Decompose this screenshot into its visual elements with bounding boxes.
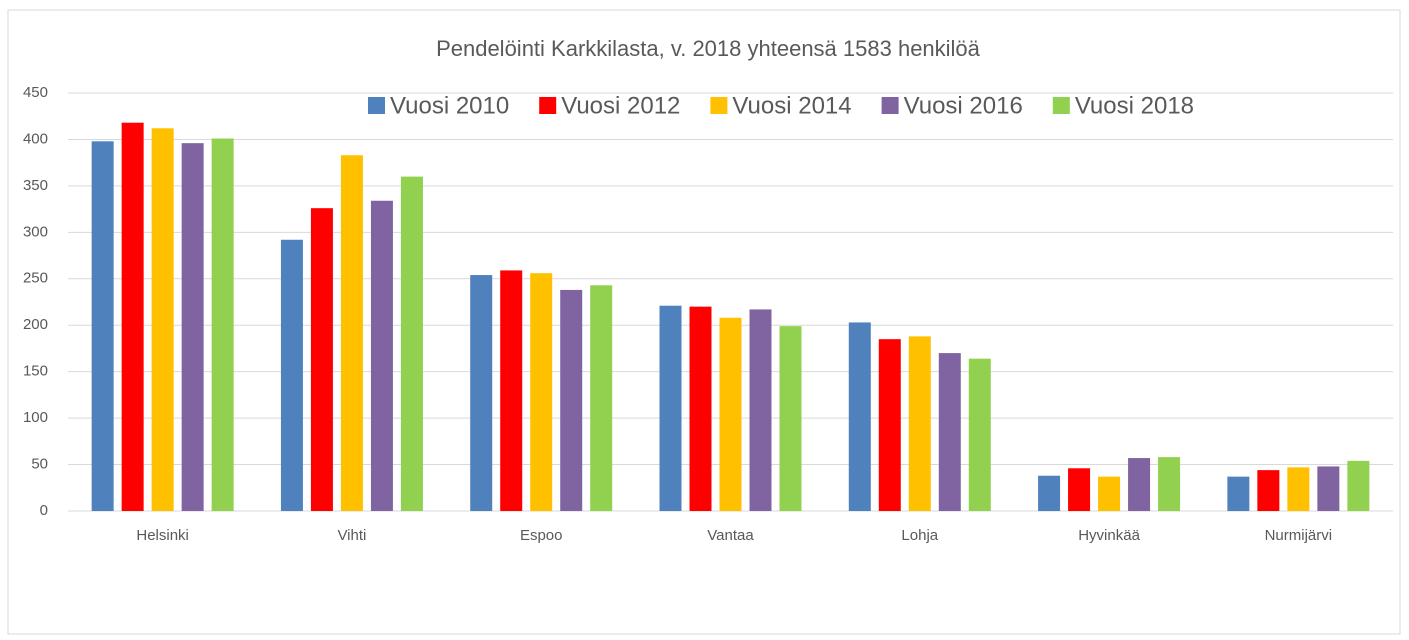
bar (719, 317, 742, 511)
bar (590, 285, 613, 511)
bar (340, 155, 363, 512)
legend-swatch (539, 97, 557, 114)
bar (1227, 476, 1250, 511)
bar (1038, 475, 1061, 511)
legend-label: Vuosi 2018 (1075, 92, 1194, 119)
bar (689, 306, 712, 511)
bar (211, 138, 234, 511)
bar (1287, 467, 1310, 511)
x-tick-label: Hyvinkää (1078, 527, 1140, 544)
bar (370, 200, 393, 512)
bar (1257, 470, 1280, 511)
legend-swatch (1052, 97, 1070, 114)
y-tick-label: 150 (23, 363, 48, 380)
bar (749, 309, 772, 511)
legend-swatch (368, 97, 385, 114)
legend-swatch (710, 97, 728, 114)
bar (908, 336, 931, 511)
bar (1158, 457, 1181, 511)
bar (530, 273, 553, 511)
legend-label: Vuosi 2012 (561, 92, 680, 119)
y-tick-label: 250 (23, 270, 48, 287)
bar (938, 353, 961, 511)
x-tick-label: Vihti (337, 527, 366, 544)
y-tick-label: 300 (23, 223, 48, 240)
bar (848, 322, 871, 511)
x-tick-label: Nurmijärvi (1265, 527, 1333, 544)
legend-label: Vuosi 2010 (390, 92, 509, 119)
y-tick-label: 100 (23, 409, 48, 426)
bar (470, 275, 493, 511)
y-tick-label: 400 (23, 130, 48, 147)
y-tick-label: 0 (40, 502, 48, 519)
bar (1347, 460, 1370, 511)
bar (181, 143, 204, 511)
bar (1317, 466, 1340, 511)
y-tick-label: 450 (23, 84, 48, 101)
bar (91, 141, 114, 511)
bar (151, 128, 174, 511)
bar (560, 289, 583, 511)
legend-label: Vuosi 2014 (732, 92, 851, 119)
x-tick-label: Lohja (901, 527, 938, 544)
y-tick-label: 200 (23, 316, 48, 333)
x-tick-label: Vantaa (707, 527, 754, 544)
bar (968, 358, 991, 511)
y-tick-label: 350 (23, 177, 48, 194)
bar (878, 339, 901, 511)
legend-label: Vuosi 2016 (904, 92, 1023, 119)
bar (1128, 458, 1151, 511)
bar (121, 122, 144, 512)
bar (659, 305, 682, 511)
x-tick-label: Helsinki (136, 527, 189, 544)
bar (280, 239, 303, 511)
y-tick-label: 50 (31, 456, 48, 473)
chart-title: Pendelöinti Karkkilasta, v. 2018 yhteens… (436, 36, 981, 61)
bar (310, 208, 333, 511)
legend-swatch (881, 97, 899, 114)
bar (779, 326, 802, 511)
bar (1098, 476, 1121, 511)
bar (1068, 468, 1091, 511)
x-tick-label: Espoo (520, 527, 563, 544)
bar (400, 176, 423, 511)
bar (500, 270, 523, 511)
